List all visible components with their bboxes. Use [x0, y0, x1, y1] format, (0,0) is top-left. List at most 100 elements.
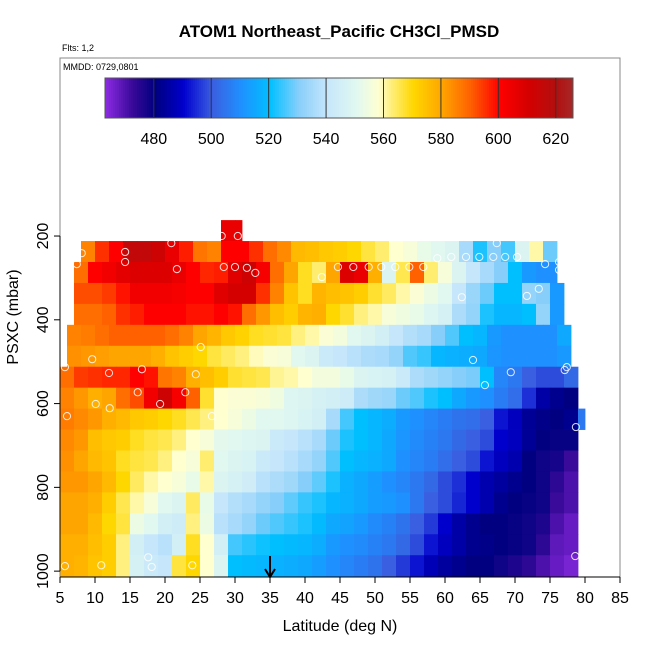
heatmap-cell: [550, 450, 565, 472]
heatmap-cell: [207, 324, 222, 347]
heatmap-cell: [214, 450, 229, 472]
heatmap-cell: [438, 387, 453, 410]
colorbar-segment: [429, 78, 432, 118]
colorbar-segment: [167, 78, 170, 118]
heatmap-cell: [354, 555, 369, 577]
heatmap-cell: [550, 303, 565, 326]
heatmap-cell: [165, 345, 180, 368]
heatmap-cell: [354, 408, 369, 430]
heatmap-cell: [291, 241, 306, 263]
colorbar-segment: [475, 78, 478, 118]
colorbar-segment: [441, 78, 444, 118]
heatmap-cell: [158, 555, 173, 577]
heatmap-cell: [200, 408, 215, 430]
heatmap-cell: [116, 387, 131, 410]
heatmap-cell: [319, 324, 334, 347]
heatmap-cell: [284, 408, 299, 430]
colorbar-segment: [279, 78, 282, 118]
heatmap-cell: [102, 366, 117, 389]
heatmap-cell: [291, 345, 306, 368]
heatmap-cell: [326, 534, 341, 556]
heatmap-cell: [424, 282, 439, 305]
heatmap-cell: [102, 534, 117, 556]
colorbar-segment: [433, 78, 436, 118]
colorbar-segment: [123, 78, 126, 118]
colorbar-segment: [355, 78, 358, 118]
colorbar-segment: [473, 78, 476, 118]
heatmap-cell: [480, 450, 495, 472]
heatmap-cell: [452, 513, 467, 535]
heatmap-cell: [221, 324, 236, 347]
heatmap-cell: [424, 429, 439, 451]
heatmap-cell: [480, 492, 495, 514]
observation-marker: [172, 265, 181, 274]
heatmap-cell: [172, 450, 187, 472]
colorbar-segment: [129, 78, 132, 118]
heatmap-cell: [508, 471, 523, 493]
heatmap-cell: [263, 324, 278, 347]
colorbar-segment: [545, 78, 548, 118]
heatmap-cell: [550, 471, 565, 493]
heatmap-cell: [249, 345, 264, 368]
colorbar-segment: [105, 78, 108, 118]
heatmap-cell: [116, 282, 131, 305]
colorbar-segment: [373, 78, 376, 118]
observation-marker: [501, 252, 510, 262]
heatmap-cell: [270, 471, 285, 493]
colorbar-segment: [335, 78, 338, 118]
colorbar-segment: [245, 78, 248, 118]
heatmap-cell: [340, 492, 355, 514]
heatmap-cell: [256, 492, 271, 514]
heatmap-cell: [291, 324, 306, 347]
heatmap-cell: [144, 534, 159, 556]
observation-marker: [97, 561, 106, 570]
heatmap-cell: [186, 261, 201, 284]
heatmap-cell: [102, 282, 117, 305]
heatmap-cell: [74, 471, 89, 493]
heatmap-cell: [354, 366, 369, 389]
heatmap-cell: [158, 261, 173, 284]
heatmap-cell: [508, 261, 523, 284]
heatmap-cell: [298, 387, 313, 410]
heatmap-cell: [396, 492, 411, 514]
heatmap-cell: [382, 492, 397, 514]
heatmap-cell: [312, 555, 327, 577]
heatmap-cell: [284, 429, 299, 451]
colorbar-segment: [265, 78, 268, 118]
heatmap-cell: [410, 492, 425, 514]
observation-marker: [207, 412, 216, 421]
heatmap-cell: [333, 324, 348, 347]
heatmap-cell: [536, 408, 551, 430]
heatmap-cell: [200, 366, 215, 389]
heatmap-cell: [172, 534, 187, 556]
colorbar-segment: [397, 78, 400, 118]
heatmap-cell: [368, 408, 383, 430]
observation-marker: [419, 262, 428, 272]
heatmap-cell: [466, 303, 481, 326]
heatmap-cell: [410, 555, 425, 577]
heatmap-cell: [354, 450, 369, 472]
heatmap-cell: [396, 282, 411, 305]
colorbar-segment: [541, 78, 544, 118]
colorbar-segment: [231, 78, 234, 118]
heatmap-cell: [473, 324, 488, 347]
heatmap-cell: [529, 241, 544, 263]
heatmap-cell: [74, 513, 89, 535]
x-tick-label: 80: [576, 590, 594, 607]
heatmap-cell: [396, 408, 411, 430]
heatmap-cells: [60, 220, 586, 577]
heatmap-cell: [347, 345, 362, 368]
heatmap-cell: [130, 387, 145, 410]
heatmap-cell: [466, 513, 481, 535]
colorbar-segment: [253, 78, 256, 118]
colorbar-segment: [425, 78, 428, 118]
heatmap-cell: [466, 534, 481, 556]
heatmap-cell: [466, 429, 481, 451]
heatmap-cell: [564, 450, 579, 472]
heatmap-cell: [382, 471, 397, 493]
heatmap-cell: [494, 387, 509, 410]
heatmap-cell: [263, 345, 278, 368]
heatmap-cell: [340, 387, 355, 410]
colorbar-segment: [427, 78, 430, 118]
